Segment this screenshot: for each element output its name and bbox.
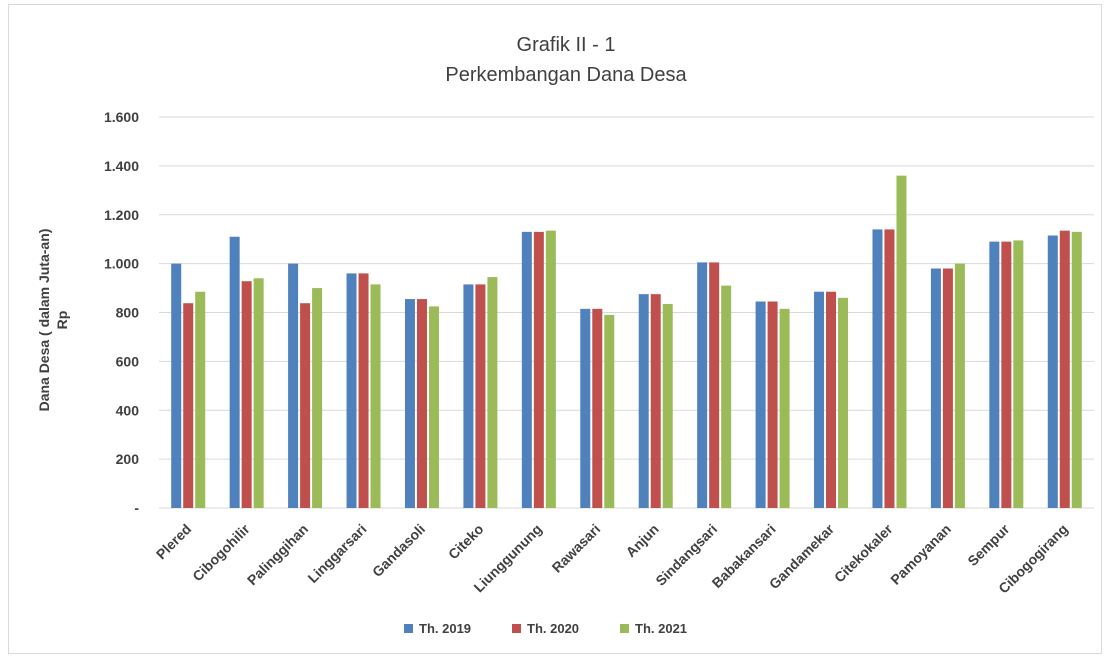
chart-title: Grafik II - 1 <box>517 34 616 56</box>
x-tick-label: Pamoyanan <box>887 521 954 588</box>
bar <box>709 262 720 508</box>
bar <box>1001 241 1012 508</box>
bar <box>241 281 252 508</box>
y-tick-label: 400 <box>116 402 140 418</box>
bar <box>475 284 486 508</box>
x-tick-label: Linggarsari <box>304 521 369 586</box>
legend-label: Th. 2021 <box>635 621 687 636</box>
x-tick-label: Palinggihan <box>244 521 311 588</box>
y-tick-label: 1.400 <box>104 158 139 174</box>
bars <box>171 175 1082 509</box>
bar <box>312 288 323 508</box>
bar <box>1059 230 1070 508</box>
bar <box>604 314 615 508</box>
y-axis-ticks: - 200 400 600 800 1.000 1.200 1.400 1.600 <box>104 109 139 516</box>
bar <box>721 285 732 508</box>
bar <box>1047 235 1058 508</box>
legend-swatch <box>620 624 629 633</box>
legend-label: Th. 2019 <box>419 621 471 636</box>
bar <box>545 230 556 508</box>
y-tick-label: - <box>134 500 139 516</box>
bar <box>872 229 883 508</box>
bar <box>1071 231 1082 508</box>
x-tick-label: Sempur <box>964 520 1013 569</box>
bar <box>1013 240 1024 509</box>
bar <box>300 303 311 508</box>
bar <box>814 291 825 508</box>
x-tick-label: Plered <box>153 521 195 563</box>
legend-label: Th. 2020 <box>527 621 579 636</box>
bar <box>288 263 299 508</box>
bar <box>896 175 907 508</box>
bar <box>942 268 953 508</box>
bar <box>404 299 415 508</box>
y-tick-label: 1.600 <box>104 109 139 125</box>
bar <box>767 301 778 508</box>
bar <box>521 231 532 508</box>
x-tick-label: Cibogohilir <box>189 520 253 584</box>
y-tick-label: 1.000 <box>104 256 139 272</box>
gridlines <box>159 116 1094 509</box>
x-tick-label: Gandasoli <box>369 521 428 580</box>
bar <box>592 308 603 508</box>
bar <box>697 262 708 508</box>
chart-subtitle: Perkembangan Dana Desa <box>445 64 687 86</box>
y-axis-label: Dana Desa ( dalam Juta-an) Rp <box>36 229 70 412</box>
bar <box>487 277 498 508</box>
bar <box>580 308 591 508</box>
y-axis-label-line2: Rp <box>54 311 70 330</box>
legend: Th. 2019 Th. 2020 Th. 2021 <box>404 621 687 636</box>
bar <box>463 284 474 508</box>
bar <box>662 303 673 508</box>
bar-chart: Grafik II - 1 Perkembangan Dana Desa - 20… <box>36 34 1094 636</box>
legend-swatch <box>512 624 521 633</box>
bar <box>884 229 895 508</box>
bar <box>755 301 766 508</box>
x-tick-label: Anjun <box>622 521 661 560</box>
bar <box>195 291 206 508</box>
bar <box>779 308 790 508</box>
y-tick-label: 600 <box>116 353 140 369</box>
y-tick-label: 800 <box>116 305 140 321</box>
legend-swatch <box>404 624 413 633</box>
bar <box>638 294 649 508</box>
x-tick-label: Rawasari <box>549 521 604 576</box>
bar <box>838 297 849 508</box>
y-tick-label: 200 <box>116 451 140 467</box>
bar <box>533 231 544 508</box>
x-tick-label: Citekokaler <box>831 520 896 585</box>
bar <box>229 236 240 508</box>
bar <box>826 291 837 508</box>
chart-frame: Grafik II - 1 Perkembangan Dana Desa - 20… <box>8 4 1102 654</box>
y-tick-label: 1.200 <box>104 207 139 223</box>
y-axis-label-line1: Dana Desa ( dalam Juta-an) <box>36 229 52 412</box>
bar <box>954 263 965 508</box>
bar <box>930 268 941 508</box>
bar <box>370 284 381 508</box>
bar <box>989 241 1000 508</box>
bar <box>253 278 264 508</box>
bar <box>183 303 194 508</box>
bar <box>358 273 369 508</box>
bar <box>346 273 357 508</box>
bar <box>650 294 661 508</box>
bar <box>171 263 182 508</box>
bar <box>416 299 427 508</box>
x-tick-label: Citeko <box>445 521 487 563</box>
bar <box>428 306 439 508</box>
